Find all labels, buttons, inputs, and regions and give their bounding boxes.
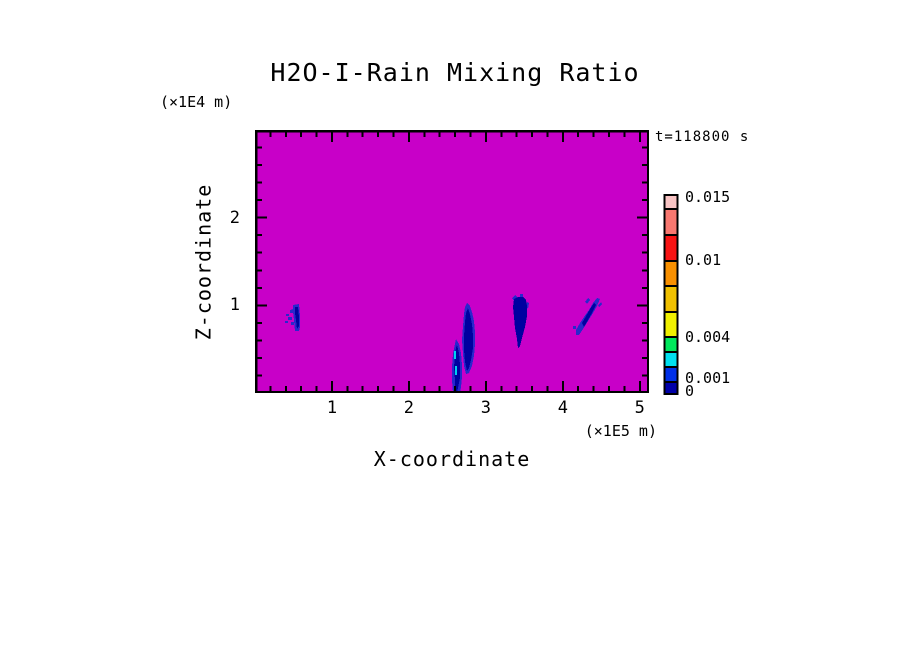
colorbar-segment-4 xyxy=(663,285,679,313)
colorbar-segment-3 xyxy=(663,260,679,287)
rain-cell-2-cyan xyxy=(454,351,456,359)
colorbar-label-0: 0 xyxy=(685,382,695,400)
z-axis-unit-label: (×1E4 m) xyxy=(160,93,233,111)
rain-cell-5-core xyxy=(582,303,596,327)
rain-cell-2-cyan xyxy=(455,366,457,375)
colorbar xyxy=(663,194,680,396)
rain-cell-1-core xyxy=(295,307,299,329)
field-background xyxy=(255,130,649,393)
plot-area xyxy=(255,130,649,393)
x-tick-label-1: 1 xyxy=(326,398,338,418)
x-axis-title: X-coordinate xyxy=(373,447,531,471)
rain-cell-5-speck xyxy=(598,302,602,307)
rain-cell-1-speck xyxy=(288,317,292,320)
colorbar-label-0.01: 0.01 xyxy=(685,251,722,269)
rain-cell-4-speck xyxy=(512,295,517,301)
z-axis-title-text: Z-coordinate xyxy=(191,183,215,340)
z-tick-label-1: 1 xyxy=(229,295,240,316)
rain-cell-5-speck xyxy=(585,298,590,304)
x-tick-label-4: 4 xyxy=(557,398,568,418)
colorbar-label-0.001: 0.001 xyxy=(685,369,731,387)
contour-plot xyxy=(255,130,649,393)
rain-cell-1-speck xyxy=(291,322,294,325)
z-axis-title: Z-coordinate xyxy=(188,130,218,393)
colorbar-segment-9 xyxy=(663,381,679,395)
x-axis-tick-labels: 1 2 3 4 5 xyxy=(255,398,649,420)
rain-cell-5-speck xyxy=(573,326,576,329)
rain-cell-3-core xyxy=(464,308,473,371)
colorbar-labels: 0.015 0.01 0.004 0.001 0 xyxy=(685,188,745,404)
colorbar-segment-2 xyxy=(663,234,679,262)
x-tick-label-5: 5 xyxy=(634,398,645,418)
rain-cell-1-speck xyxy=(290,309,293,313)
colorbar-segment-5 xyxy=(663,311,679,338)
rain-cell-4-speck xyxy=(520,294,523,297)
colorbar-segment-7 xyxy=(663,351,679,368)
rain-cell-1-speck xyxy=(286,314,289,316)
colorbar-segment-6 xyxy=(663,336,679,353)
z-tick-label-2: 2 xyxy=(229,207,240,228)
colorbar-segment-8 xyxy=(663,366,679,383)
plot-frame xyxy=(255,130,649,393)
colorbar-swatches xyxy=(663,194,679,395)
x-tick-label-2: 2 xyxy=(403,398,415,418)
rain-cell-4-core xyxy=(513,297,527,348)
colorbar-segment-1 xyxy=(663,208,679,236)
x-tick-label-3: 3 xyxy=(480,398,491,418)
colorbar-label-0.015: 0.015 xyxy=(685,188,731,206)
colorbar-label-0.004: 0.004 xyxy=(685,328,731,346)
x-axis-unit-label: (×1E5 m) xyxy=(584,422,657,440)
rain-cell-1-speck xyxy=(285,321,288,323)
chart-title: H2O-I-Rain Mixing Ratio xyxy=(270,58,640,87)
time-annotation: t=118800 s xyxy=(655,129,750,145)
colorbar-segment-0 xyxy=(663,194,679,210)
